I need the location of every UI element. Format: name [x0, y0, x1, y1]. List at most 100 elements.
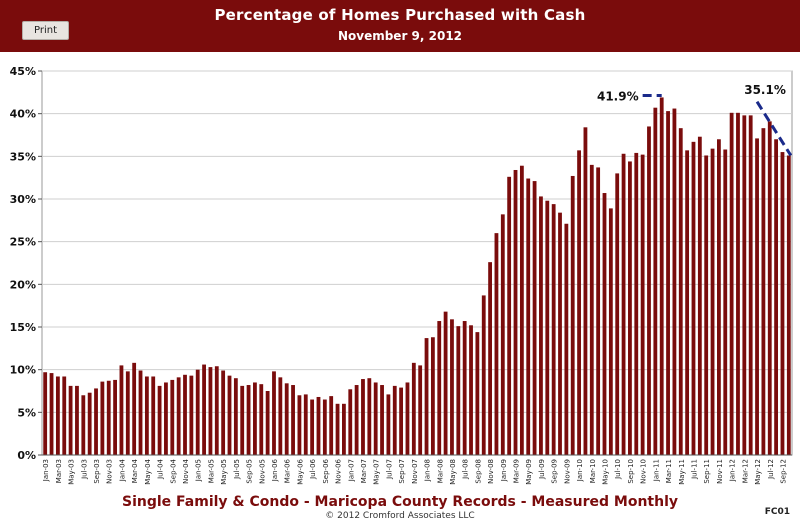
x-tick-label: Jul-04	[157, 458, 165, 479]
y-tick-label: 0%	[17, 449, 36, 462]
x-tick-label: Nov-06	[335, 458, 343, 483]
x-tick-label: Jan-11	[652, 459, 660, 482]
bar	[164, 382, 168, 455]
bar	[488, 262, 492, 455]
bar	[526, 178, 531, 455]
bar	[443, 311, 448, 455]
y-tick-label: 15%	[10, 321, 36, 334]
bar	[342, 403, 346, 455]
x-tick-label: Jan-12	[729, 459, 737, 482]
bar	[424, 338, 429, 455]
bar	[767, 121, 772, 455]
bar	[100, 381, 105, 455]
y-tick-label: 20%	[10, 278, 36, 291]
annotation-peak-label: 41.9%	[597, 89, 639, 103]
bar	[666, 111, 670, 456]
x-axis: Jan-03 Mar-03 May-03 Jul-03 Sep-03 Nov-03 Jan-…	[42, 454, 792, 485]
bar	[189, 375, 194, 455]
bar	[113, 379, 117, 455]
x-tick-label: May-10	[602, 459, 610, 485]
bar	[411, 362, 416, 455]
x-tick-label: Nov-10	[640, 459, 648, 484]
bar	[755, 138, 759, 455]
bar	[780, 152, 785, 455]
x-tick-label: Sep-07	[398, 459, 406, 484]
bar	[742, 115, 747, 455]
bar	[310, 399, 315, 455]
x-tick-label: Sep-12	[779, 459, 787, 484]
bar	[672, 108, 677, 456]
bar	[761, 128, 766, 456]
bar	[284, 383, 289, 455]
x-tick-label: Jul-10	[614, 459, 622, 480]
bar	[469, 325, 473, 455]
x-tick-label: Jul-07	[385, 459, 393, 480]
bar	[430, 337, 435, 455]
x-tick-label: Nov-09	[563, 459, 571, 484]
bar	[208, 367, 213, 455]
bar	[786, 155, 791, 455]
bar	[329, 396, 334, 455]
x-tick-label: Jan-10	[576, 459, 584, 482]
bar	[176, 377, 181, 455]
bar-chart: 0% 5% 10% 15% 20% 25% 30% 35% 40% 45% Jan-03 Mar-0…	[10, 65, 793, 485]
bar	[774, 139, 779, 455]
x-tick-label: Jan-08	[424, 459, 432, 482]
bar	[564, 223, 569, 455]
y-tick-label: 10%	[10, 364, 36, 377]
bar	[717, 139, 721, 455]
bar	[748, 115, 753, 455]
bar	[94, 388, 98, 455]
bar	[354, 385, 359, 455]
x-tick-label: May-08	[449, 459, 457, 485]
bar	[43, 372, 48, 455]
x-tick-label: Mar-10	[589, 459, 597, 483]
bar	[316, 396, 321, 455]
x-tick-label: Mar-09	[513, 459, 521, 483]
y-tick-label: 40%	[10, 108, 36, 121]
y-axis: 0% 5% 10% 15% 20% 25% 30% 35% 40% 45%	[10, 65, 42, 462]
bar	[596, 167, 601, 455]
bar	[386, 394, 391, 455]
x-tick-label: Nov-05	[258, 459, 266, 484]
bar	[291, 385, 295, 455]
bar	[558, 212, 562, 455]
x-tick-label: Sep-08	[474, 459, 482, 484]
bar	[233, 378, 238, 455]
bar	[418, 365, 423, 455]
bar	[450, 319, 454, 455]
bar	[602, 193, 607, 455]
bar	[125, 371, 130, 455]
bar	[545, 200, 550, 455]
bar	[119, 365, 124, 455]
bar	[253, 382, 257, 455]
x-tick-label: Nov-03	[106, 459, 114, 484]
bar	[615, 173, 620, 455]
x-tick-label: Mar-03	[55, 459, 63, 483]
bar	[704, 155, 709, 455]
bar	[170, 379, 175, 455]
chart-title: Percentage of Homes Purchased with Cash	[214, 6, 586, 24]
bar	[723, 149, 728, 455]
x-tick-label: Jan-05	[195, 459, 203, 482]
bar	[240, 385, 245, 455]
x-tick-label: May-07	[373, 459, 381, 485]
bar	[75, 385, 79, 455]
x-tick-label: Jul-06	[309, 458, 317, 479]
x-tick-label: Jul-11	[690, 459, 698, 480]
x-tick-label: May-06	[296, 458, 304, 484]
x-tick-label: Sep-11	[703, 459, 711, 484]
bar	[272, 371, 276, 455]
x-tick-label: Jul-12	[767, 459, 775, 480]
print-button[interactable]: Print	[22, 21, 69, 40]
bar	[736, 112, 740, 455]
bar	[519, 165, 524, 455]
x-tick-label: Sep-04	[169, 458, 177, 483]
bar	[481, 295, 486, 455]
x-tick-label: May-11	[678, 459, 686, 485]
x-tick-label: Jul-09	[538, 459, 546, 480]
bar	[367, 378, 372, 455]
bar	[551, 204, 556, 455]
bar	[697, 136, 702, 455]
bar	[500, 214, 505, 455]
